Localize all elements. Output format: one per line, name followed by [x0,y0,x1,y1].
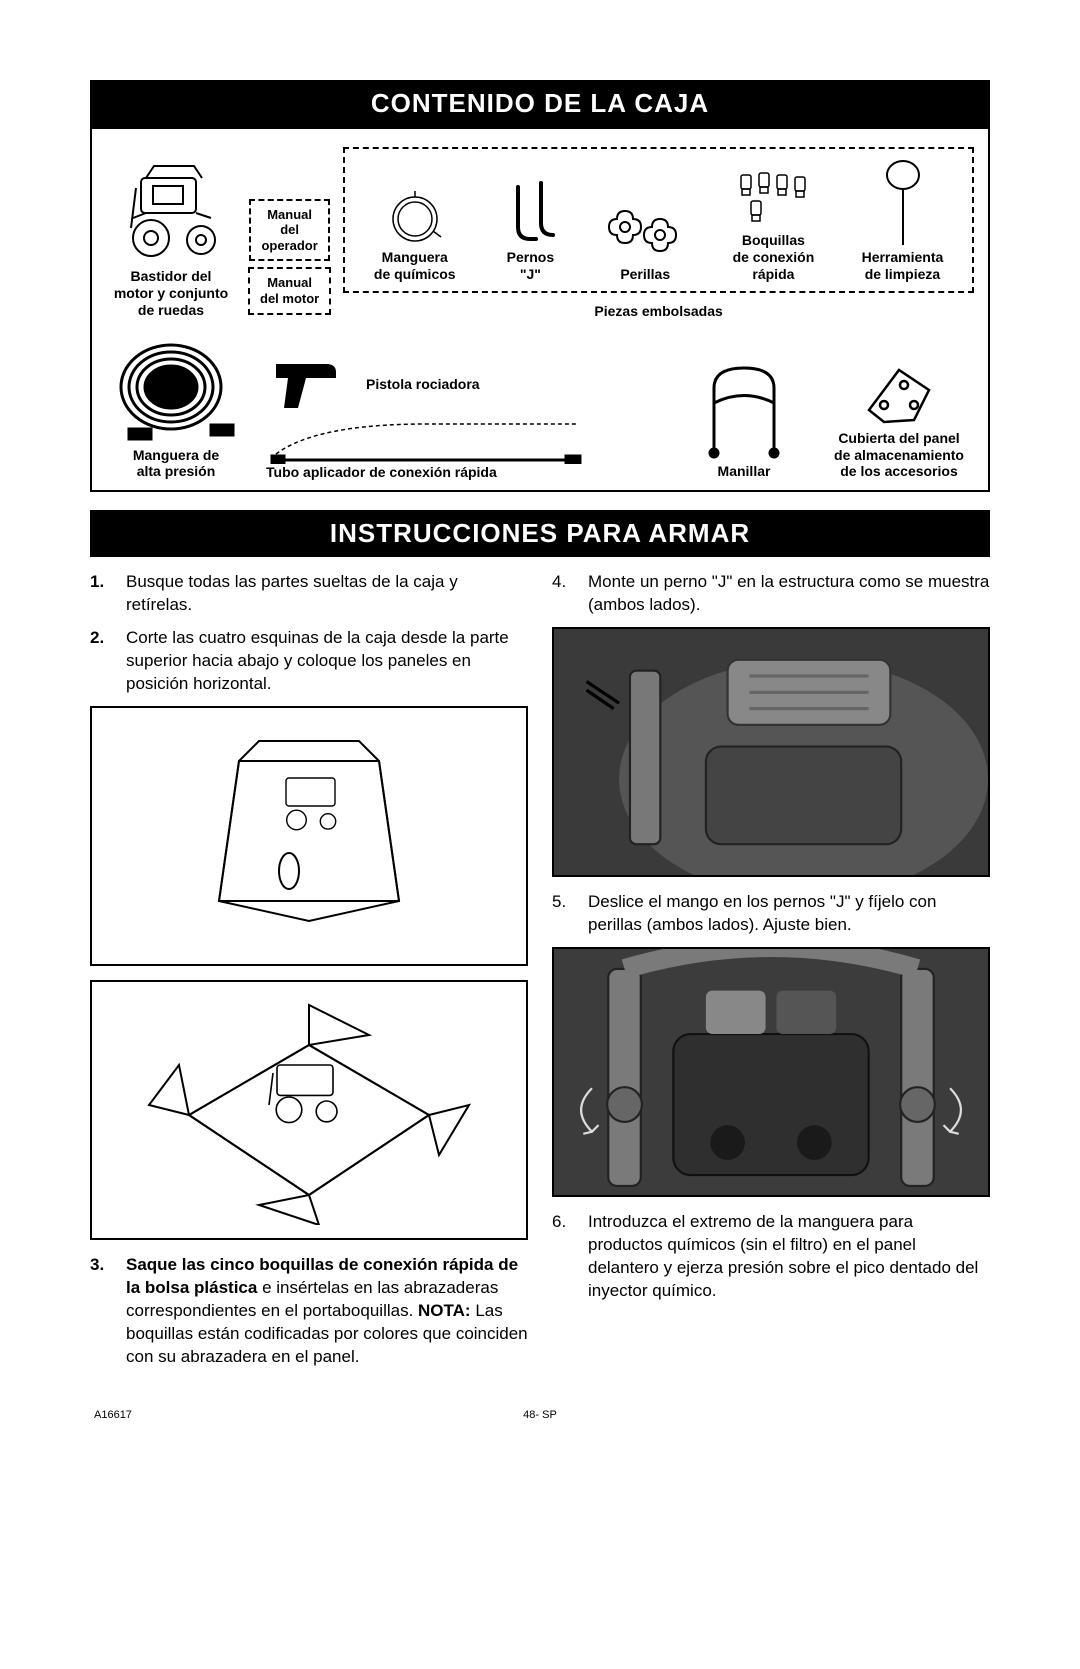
nozzles-label: Boquillas de conexión rápida [733,232,815,282]
part-frame-label: Bastidor del motor y conjunto de ruedas [114,268,228,318]
step-3-note-label: NOTA: [418,1301,471,1320]
step-1-text: Busque todas las partes sueltas de la ca… [126,571,528,617]
part-j-bolts: Pernos "J" [503,179,558,283]
step-1-num: 1. [90,571,112,617]
step-1: 1. Busque todas las partes sueltas de la… [90,571,528,617]
part-frame: Bastidor del motor y conjunto de ruedas [106,158,236,318]
manual-operator-box: Manual del operador [249,199,329,262]
photo-knobs-icon [554,949,988,1195]
part-handle: Manillar [684,353,804,480]
spray-gun-label: Pistola rociadora [366,376,480,392]
bagged-items-label: Piezas embolsadas [343,303,974,319]
manuals-stack: Manual del operador Manual del motor [248,199,331,315]
part-chem-hose: Manguera de químicos [374,189,456,283]
step-6-num: 6. [552,1211,574,1303]
nozzles-icon [733,167,813,232]
footer-left: A16617 [94,1409,132,1421]
wand-dashed-icon [266,414,586,464]
chem-hose-label: Manguera de químicos [374,249,456,283]
handle-label: Manillar [718,463,771,480]
part-nozzles: Boquillas de conexión rápida [733,167,815,282]
cleaning-tool-icon [875,159,930,249]
step-6: 6. Introduzca el extremo de la manguera … [552,1211,990,1303]
step-3-num: 3. [90,1254,112,1369]
spray-gun-icon [266,354,356,414]
footer-spacer [983,1409,986,1421]
step-2: 2. Corte las cuatro esquinas de la caja … [90,627,528,696]
step-4-text: Monte un perno "J" en la estructura como… [588,571,990,617]
right-column: 4. Monte un perno "J" en la estructura c… [552,571,990,1378]
part-tool: Herramienta de limpieza [862,159,944,283]
contents-box: Bastidor del motor y conjunto de ruedas … [90,127,990,492]
part-hp-hose: Manguera de alta presión [106,337,246,481]
box-flat-illustration-icon [139,995,479,1225]
contents-row-1: Bastidor del motor y conjunto de ruedas … [106,147,974,319]
left-column: 1. Busque todas las partes sueltas de la… [90,571,528,1378]
section-header-contents: CONTENIDO DE LA CAJA [90,80,990,127]
j-bolts-icon [503,179,558,249]
step-5-num: 5. [552,891,574,937]
panel-cover-label: Cubierta del panel de almacenamiento de … [834,430,964,480]
step-5: 5. Deslice el mango en los pernos "J" y … [552,891,990,937]
manual-engine-box: Manual del motor [248,267,331,314]
instructions-area: 1. Busque todas las partes sueltas de la… [90,571,990,1378]
step-2-text: Corte las cuatro esquinas de la caja des… [126,627,528,696]
handle-icon [689,353,799,463]
figure-box-flat [90,980,528,1240]
part-panel-cover: Cubierta del panel de almacenamiento de … [824,360,974,480]
section-header-instructions: INSTRUCCIONES PARA ARMAR [90,510,990,557]
panel-cover-icon [854,360,944,430]
step-4: 4. Monte un perno "J" en la estructura c… [552,571,990,617]
chem-hose-icon [385,189,445,249]
box-open-illustration-icon [159,721,459,951]
step-2-num: 2. [90,627,112,696]
step-3: 3. Saque las cinco boquillas de conexión… [90,1254,528,1369]
knobs-icon [605,201,685,266]
frame-illustration-icon [111,158,231,268]
wand-label: Tubo aplicador de conexión rápida [266,464,497,480]
part-knobs: Perillas [605,201,685,283]
bagged-items-box: Manguera de químicos Pernos "J" Perillas [343,147,974,293]
figure-box-open [90,706,528,966]
footer: A16617 48- SP [90,1409,990,1421]
step-4-num: 4. [552,571,574,617]
j-bolts-label: Pernos "J" [507,249,554,283]
figure-photo-knobs [552,947,990,1197]
step-6-text: Introduzca el extremo de la manguera par… [588,1211,990,1303]
hp-hose-label: Manguera de alta presión [133,447,219,481]
footer-center: 48- SP [523,1409,557,1421]
step-3-text: Saque las cinco boquillas de conexión rá… [126,1254,528,1369]
hp-hose-icon [111,337,241,447]
contents-row-2: Manguera de alta presión Pistola rociado… [106,337,974,481]
photo-jbolt-icon [554,629,988,875]
step-5-text: Deslice el mango en los pernos "J" y fíj… [588,891,990,937]
tool-label: Herramienta de limpieza [862,249,944,283]
figure-photo-jbolt [552,627,990,877]
knobs-label: Perillas [620,266,670,283]
